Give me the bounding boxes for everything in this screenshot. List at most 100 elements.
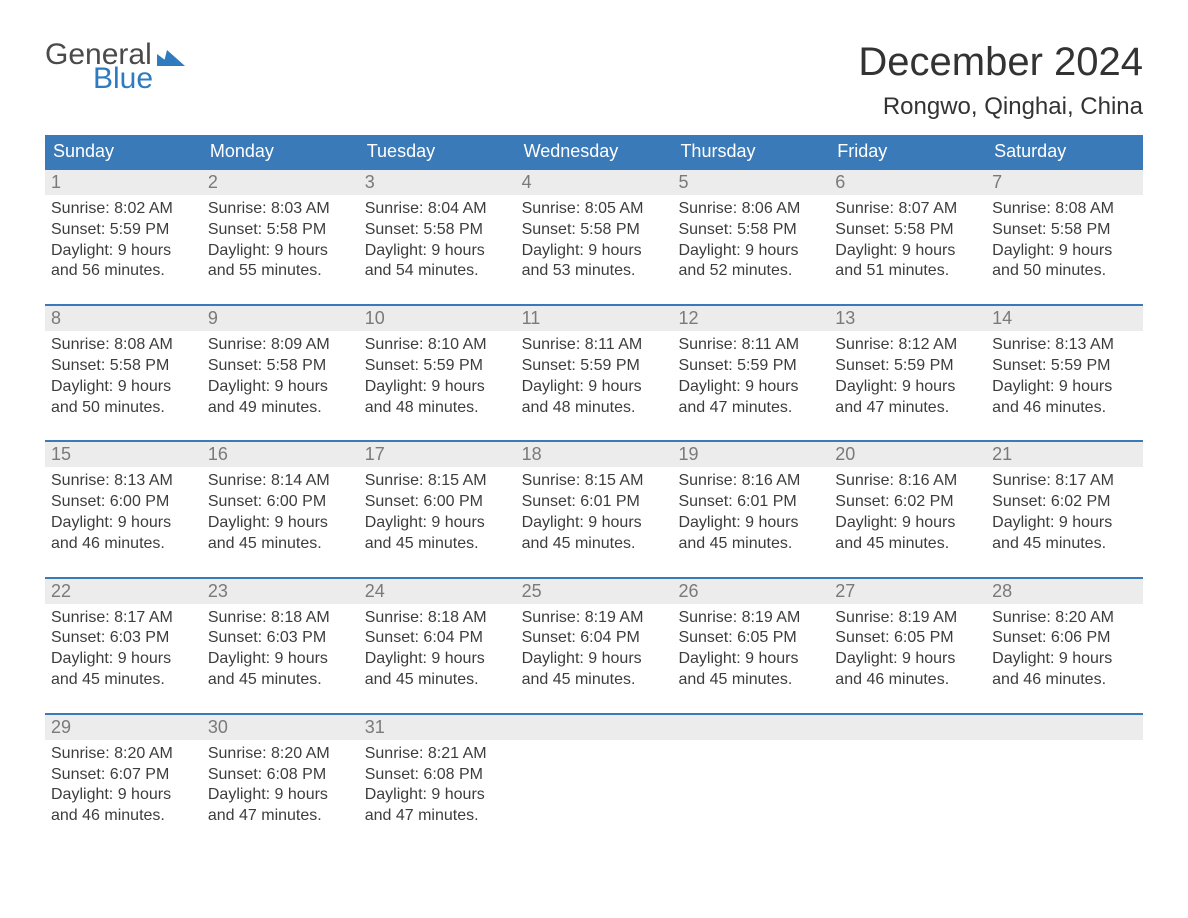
daylight-text-1: Daylight: 9 hours <box>51 241 196 262</box>
daylight-text-1: Daylight: 9 hours <box>51 513 196 534</box>
day-cell: Sunrise: 8:16 AMSunset: 6:02 PMDaylight:… <box>829 467 986 560</box>
sunrise-text: Sunrise: 8:20 AM <box>51 744 196 765</box>
sunrise-text: Sunrise: 8:17 AM <box>51 608 196 629</box>
sunset-text: Sunset: 5:58 PM <box>835 220 980 241</box>
daylight-text-2: and 48 minutes. <box>365 398 510 419</box>
daydata-row: Sunrise: 8:20 AMSunset: 6:07 PMDaylight:… <box>45 740 1143 833</box>
day-number: 10 <box>359 306 516 331</box>
sunrise-text: Sunrise: 8:08 AM <box>51 335 196 356</box>
day-cell <box>986 740 1143 833</box>
daylight-text-2: and 47 minutes. <box>365 806 510 827</box>
sunrise-text: Sunrise: 8:02 AM <box>51 199 196 220</box>
daylight-text-1: Daylight: 9 hours <box>678 241 823 262</box>
daylight-text-2: and 55 minutes. <box>208 261 353 282</box>
day-number: 9 <box>202 306 359 331</box>
day-number: 4 <box>516 170 673 195</box>
sunset-text: Sunset: 6:01 PM <box>522 492 667 513</box>
sunset-text: Sunset: 5:59 PM <box>992 356 1137 377</box>
daydata-row: Sunrise: 8:02 AMSunset: 5:59 PMDaylight:… <box>45 195 1143 288</box>
day-number: 12 <box>672 306 829 331</box>
sunrise-text: Sunrise: 8:13 AM <box>992 335 1137 356</box>
daylight-text-2: and 48 minutes. <box>522 398 667 419</box>
daylight-text-1: Daylight: 9 hours <box>992 241 1137 262</box>
daylight-text-2: and 46 minutes. <box>51 806 196 827</box>
sunrise-text: Sunrise: 8:11 AM <box>678 335 823 356</box>
daylight-text-2: and 56 minutes. <box>51 261 196 282</box>
sunrise-text: Sunrise: 8:03 AM <box>208 199 353 220</box>
sunrise-text: Sunrise: 8:17 AM <box>992 471 1137 492</box>
daylight-text-1: Daylight: 9 hours <box>208 785 353 806</box>
sunset-text: Sunset: 6:02 PM <box>835 492 980 513</box>
day-cell: Sunrise: 8:17 AMSunset: 6:02 PMDaylight:… <box>986 467 1143 560</box>
daylight-text-1: Daylight: 9 hours <box>522 377 667 398</box>
daylight-text-1: Daylight: 9 hours <box>522 241 667 262</box>
daylight-text-2: and 45 minutes. <box>51 670 196 691</box>
daylight-text-2: and 45 minutes. <box>678 670 823 691</box>
daylight-text-2: and 49 minutes. <box>208 398 353 419</box>
day-cell: Sunrise: 8:18 AMSunset: 6:03 PMDaylight:… <box>202 604 359 697</box>
daylight-text-2: and 45 minutes. <box>522 534 667 555</box>
daylight-text-1: Daylight: 9 hours <box>835 241 980 262</box>
location: Rongwo, Qinghai, China <box>858 93 1143 121</box>
daynum-row: 891011121314 <box>45 306 1143 331</box>
sunrise-text: Sunrise: 8:15 AM <box>522 471 667 492</box>
day-number: 14 <box>986 306 1143 331</box>
daydata-row: Sunrise: 8:08 AMSunset: 5:58 PM Daylight:… <box>45 331 1143 424</box>
daylight-text-2: and 45 minutes. <box>522 670 667 691</box>
sunrise-text: Sunrise: 8:05 AM <box>522 199 667 220</box>
daylight-text-2: and 51 minutes. <box>835 261 980 282</box>
day-number: 11 <box>516 306 673 331</box>
sunset-text: Sunset: 6:06 PM <box>992 628 1137 649</box>
sunset-text: Sunset: 6:08 PM <box>365 765 510 786</box>
sunset-text: Sunset: 6:01 PM <box>678 492 823 513</box>
day-cell: Sunrise: 8:13 AMSunset: 5:59 PMDaylight:… <box>986 331 1143 424</box>
day-cell: Sunrise: 8:19 AMSunset: 6:05 PMDaylight:… <box>672 604 829 697</box>
daylight-text-2: and 45 minutes. <box>208 534 353 555</box>
day-number: 22 <box>45 579 202 604</box>
day-number: 24 <box>359 579 516 604</box>
day-cell: Sunrise: 8:15 AMSunset: 6:00 PMDaylight:… <box>359 467 516 560</box>
sunrise-text: Sunrise: 8:07 AM <box>835 199 980 220</box>
daylight-text-1: Daylight: 9 hours <box>835 513 980 534</box>
sunrise-text: Sunrise: 8:09 AM <box>208 335 353 356</box>
daylight-text-1: Daylight: 9 hours <box>208 377 353 398</box>
header: General Blue December 2024 Rongwo, Qingh… <box>45 40 1143 121</box>
daylight-text-2: and 46 minutes. <box>992 398 1137 419</box>
day-number: 18 <box>516 442 673 467</box>
day-number: 30 <box>202 715 359 740</box>
day-number: 6 <box>829 170 986 195</box>
dow-cell: Tuesday <box>359 135 516 168</box>
day-cell <box>829 740 986 833</box>
day-cell: Sunrise: 8:21 AMSunset: 6:08 PMDaylight:… <box>359 740 516 833</box>
sunset-text: Sunset: 5:59 PM <box>678 356 823 377</box>
day-number: 26 <box>672 579 829 604</box>
daylight-text-2: and 50 minutes. <box>51 398 196 419</box>
sunrise-text: Sunrise: 8:19 AM <box>522 608 667 629</box>
day-number: 19 <box>672 442 829 467</box>
day-cell: Sunrise: 8:20 AMSunset: 6:06 PMDaylight:… <box>986 604 1143 697</box>
daylight-text-2: and 53 minutes. <box>522 261 667 282</box>
daynum-row: 22232425262728 <box>45 579 1143 604</box>
sunrise-text: Sunrise: 8:14 AM <box>208 471 353 492</box>
sunrise-text: Sunrise: 8:10 AM <box>365 335 510 356</box>
dow-cell: Thursday <box>672 135 829 168</box>
dow-cell: Sunday <box>45 135 202 168</box>
sunset-text: Sunset: 6:05 PM <box>835 628 980 649</box>
daydata-row: Sunrise: 8:17 AMSunset: 6:03 PMDaylight:… <box>45 604 1143 697</box>
sunset-text: Sunset: 5:58 PM <box>51 356 196 377</box>
sunset-text: Sunset: 5:58 PM <box>365 220 510 241</box>
sunset-text: Sunset: 5:58 PM <box>678 220 823 241</box>
daylight-text-1: Daylight: 9 hours <box>678 377 823 398</box>
sunset-text: Sunset: 6:02 PM <box>992 492 1137 513</box>
daylight-text-1: Daylight: 9 hours <box>51 649 196 670</box>
day-cell: Sunrise: 8:03 AMSunset: 5:58 PMDaylight:… <box>202 195 359 288</box>
day-number: 20 <box>829 442 986 467</box>
month-title: December 2024 <box>858 40 1143 85</box>
day-number: 29 <box>45 715 202 740</box>
dow-cell: Saturday <box>986 135 1143 168</box>
day-cell: Sunrise: 8:12 AMSunset: 5:59 PMDaylight:… <box>829 331 986 424</box>
day-cell: Sunrise: 8:19 AMSunset: 6:04 PMDaylight:… <box>516 604 673 697</box>
sunset-text: Sunset: 6:00 PM <box>365 492 510 513</box>
sunset-text: Sunset: 5:59 PM <box>51 220 196 241</box>
day-cell <box>516 740 673 833</box>
